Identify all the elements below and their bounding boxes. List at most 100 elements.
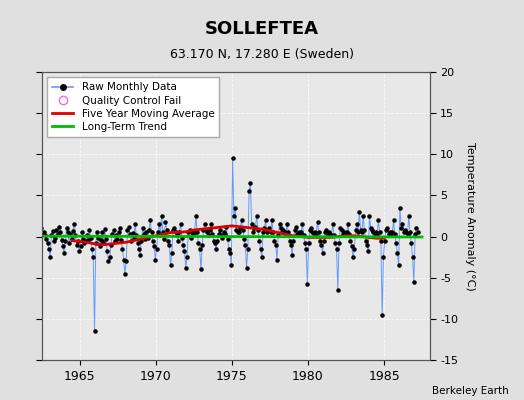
- Point: [317, 242, 325, 248]
- Point: [146, 217, 155, 223]
- Point: [403, 231, 412, 237]
- Point: [313, 218, 322, 225]
- Point: [158, 213, 166, 219]
- Point: [349, 254, 357, 260]
- Point: [65, 240, 73, 246]
- Point: [286, 238, 294, 244]
- Point: [160, 236, 168, 242]
- Point: [355, 209, 364, 215]
- Point: [92, 240, 100, 246]
- Point: [269, 229, 277, 236]
- Point: [353, 221, 361, 228]
- Point: [296, 232, 304, 238]
- Point: [80, 240, 89, 246]
- Point: [410, 279, 418, 285]
- Point: [265, 225, 274, 232]
- Point: [79, 236, 88, 242]
- Point: [143, 229, 151, 236]
- Point: [189, 231, 198, 237]
- Point: [165, 242, 173, 248]
- Point: [312, 232, 321, 238]
- Point: [258, 254, 266, 260]
- Point: [64, 229, 72, 236]
- Point: [223, 236, 232, 242]
- Text: 63.170 N, 17.280 E (Sweden): 63.170 N, 17.280 E (Sweden): [170, 48, 354, 61]
- Point: [180, 248, 189, 254]
- Point: [279, 227, 288, 233]
- Point: [221, 231, 229, 237]
- Point: [216, 227, 224, 233]
- Point: [383, 225, 391, 232]
- Point: [99, 238, 107, 245]
- Point: [137, 238, 146, 244]
- Point: [195, 246, 204, 252]
- Point: [344, 221, 352, 228]
- Point: [194, 240, 203, 246]
- Point: [219, 235, 227, 242]
- Point: [152, 246, 161, 252]
- Point: [102, 236, 110, 242]
- Point: [396, 204, 404, 211]
- Point: [214, 231, 223, 237]
- Point: [101, 226, 109, 232]
- Point: [380, 238, 389, 244]
- Point: [346, 238, 355, 244]
- Point: [299, 232, 308, 238]
- Point: [335, 240, 343, 246]
- Point: [129, 235, 138, 242]
- Point: [131, 221, 139, 228]
- Point: [232, 227, 241, 233]
- Point: [339, 231, 347, 237]
- Point: [413, 229, 422, 236]
- Point: [402, 229, 410, 236]
- Point: [332, 246, 341, 252]
- Point: [110, 227, 118, 233]
- Point: [81, 238, 90, 244]
- Point: [145, 227, 153, 233]
- Point: [364, 248, 373, 254]
- Point: [378, 312, 386, 318]
- Point: [154, 229, 162, 236]
- Point: [393, 250, 401, 256]
- Point: [249, 229, 257, 236]
- Point: [337, 227, 346, 233]
- Point: [401, 227, 409, 233]
- Point: [161, 218, 170, 225]
- Point: [95, 243, 104, 250]
- Point: [111, 238, 119, 244]
- Point: [247, 221, 256, 228]
- Point: [270, 238, 279, 244]
- Point: [185, 227, 194, 233]
- Point: [250, 225, 258, 232]
- Point: [162, 227, 171, 233]
- Point: [93, 228, 101, 235]
- Point: [201, 221, 209, 228]
- Point: [147, 229, 156, 236]
- Point: [411, 231, 419, 237]
- Point: [334, 287, 342, 293]
- Point: [168, 250, 176, 256]
- Point: [47, 232, 56, 238]
- Point: [50, 238, 58, 244]
- Point: [323, 232, 332, 238]
- Point: [119, 256, 128, 263]
- Point: [128, 230, 137, 236]
- Point: [144, 235, 152, 242]
- Point: [268, 217, 276, 223]
- Point: [127, 238, 135, 244]
- Point: [398, 221, 407, 228]
- Point: [360, 227, 368, 233]
- Point: [134, 240, 142, 246]
- Point: [123, 227, 132, 233]
- Point: [71, 232, 80, 238]
- Point: [236, 225, 244, 232]
- Point: [368, 227, 376, 233]
- Point: [141, 236, 149, 242]
- Point: [235, 229, 243, 236]
- Point: [73, 242, 81, 248]
- Point: [199, 227, 208, 233]
- Point: [267, 229, 275, 236]
- Point: [263, 229, 271, 236]
- Point: [171, 229, 180, 236]
- Point: [77, 243, 85, 250]
